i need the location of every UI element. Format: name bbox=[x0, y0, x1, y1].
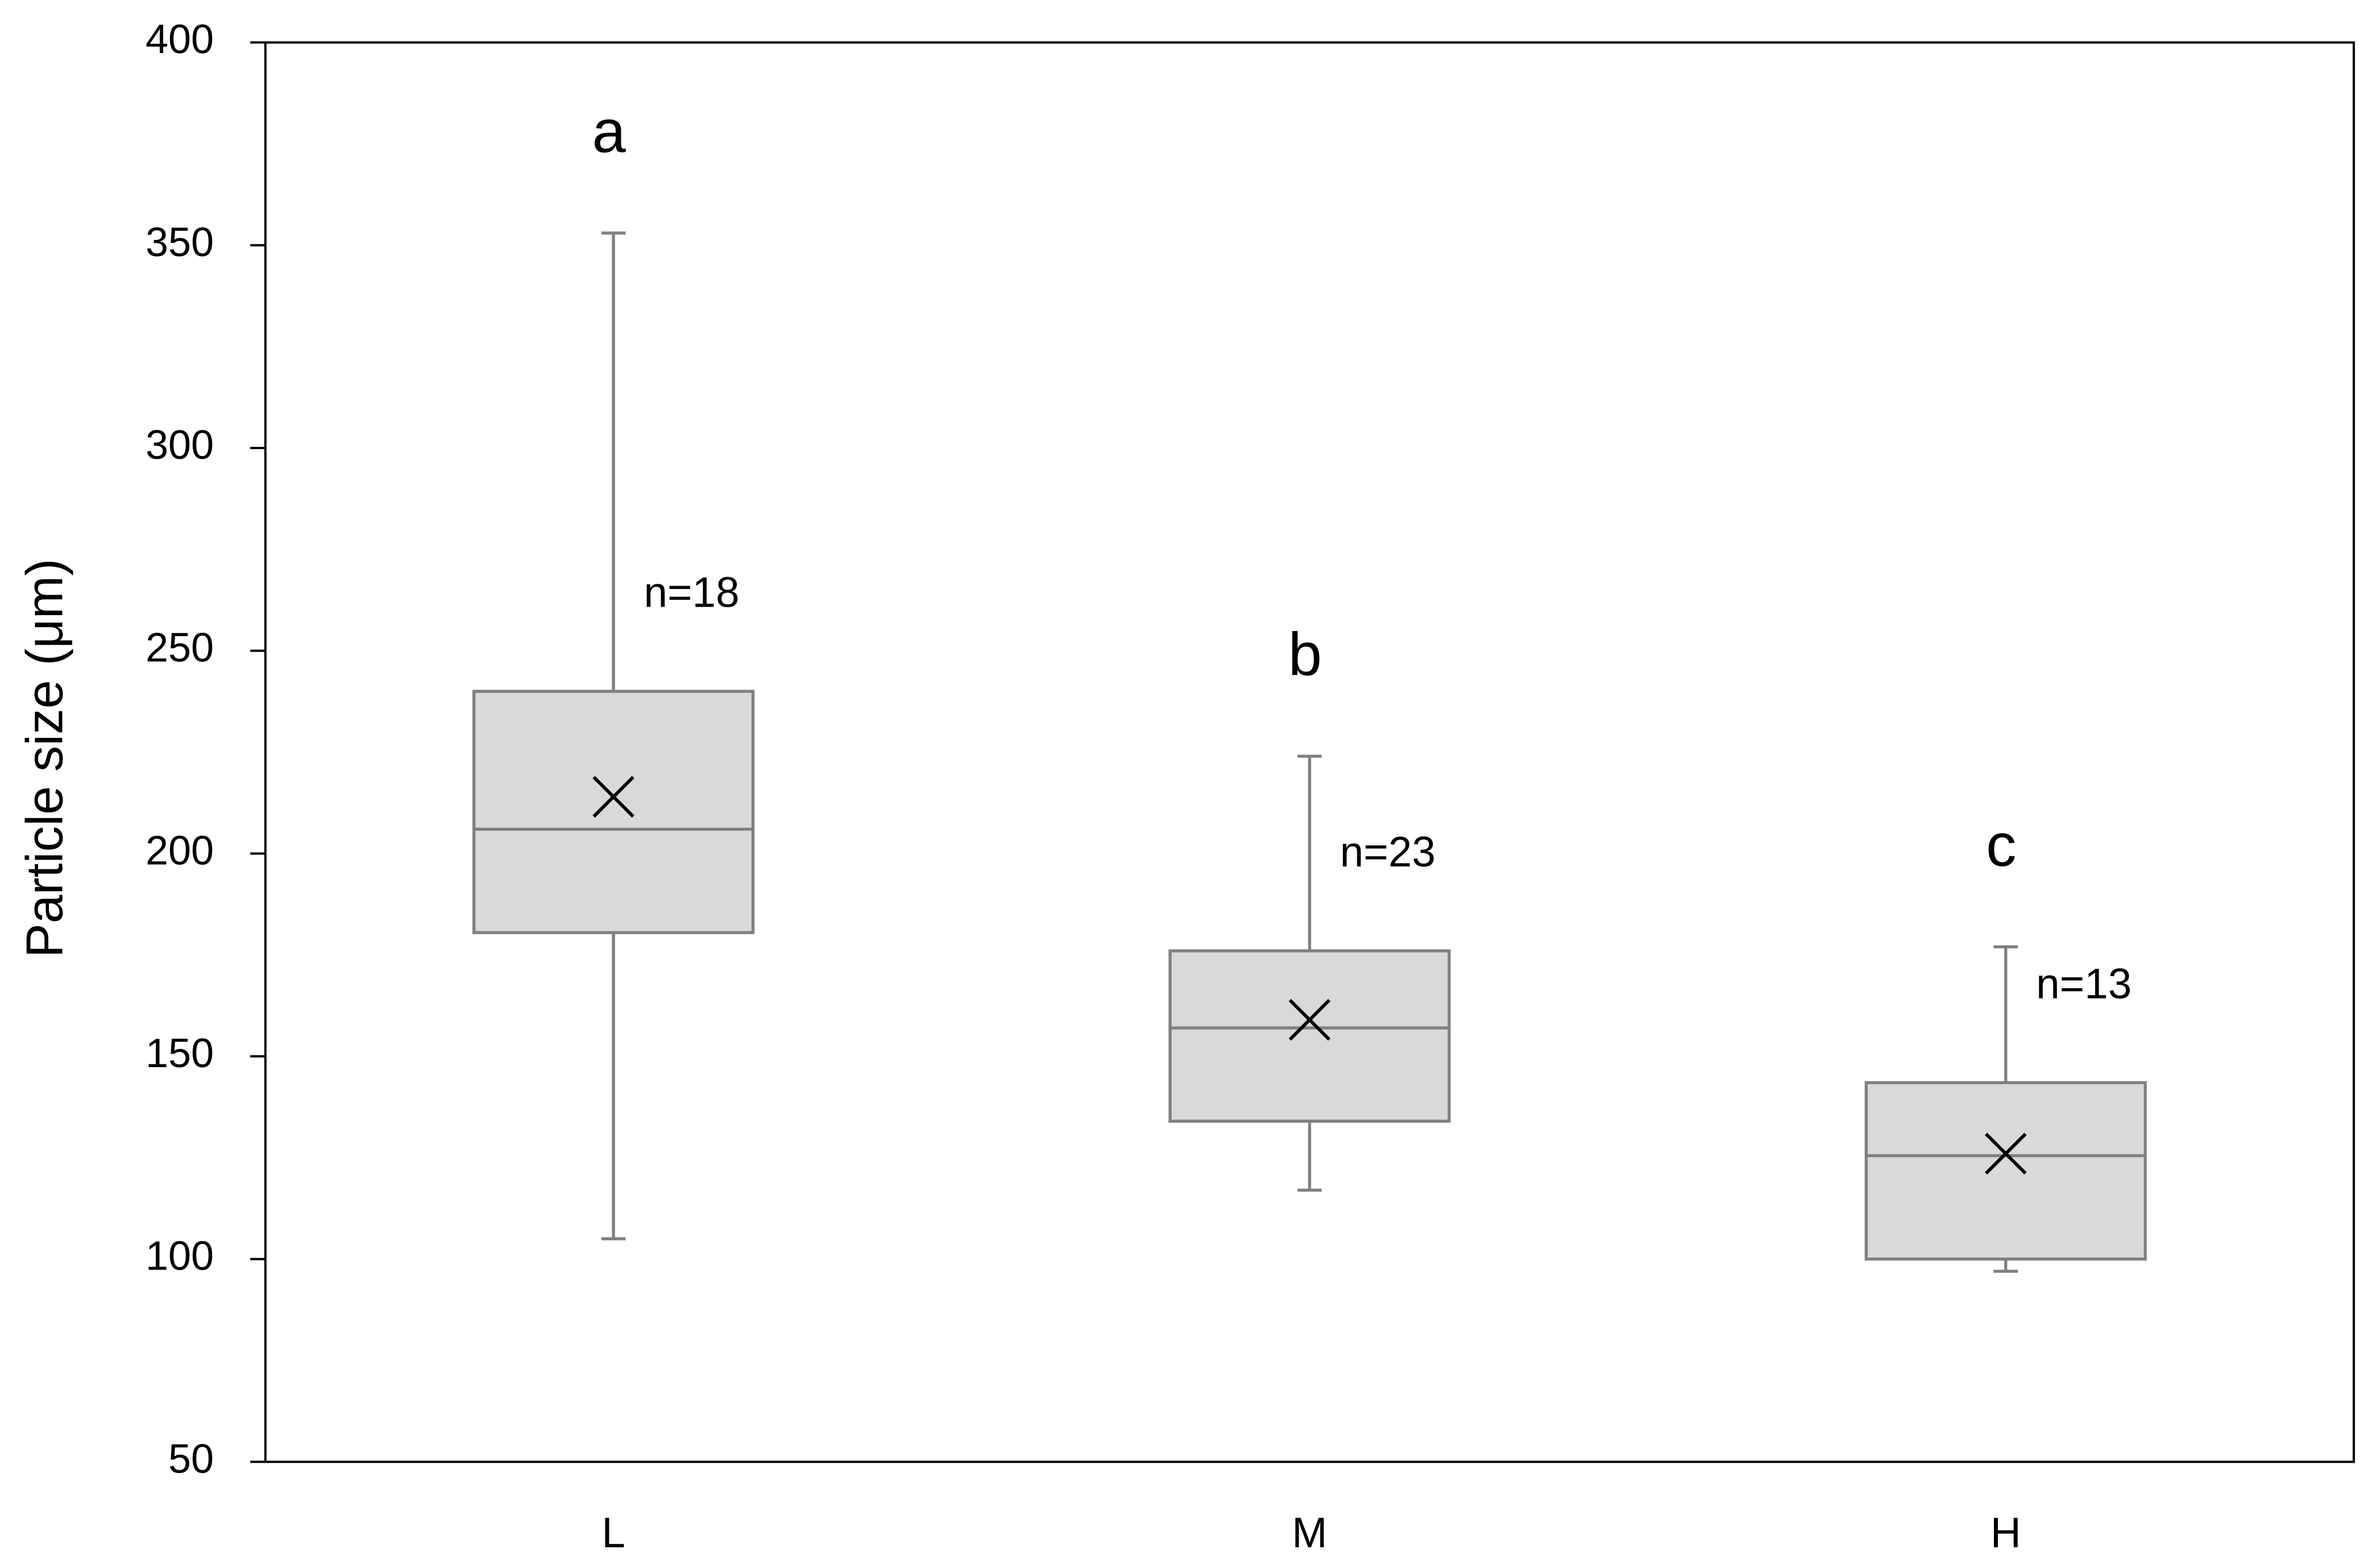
mean-marker bbox=[1985, 1133, 2027, 1175]
mean-marker bbox=[592, 775, 635, 818]
n-label: n=23 bbox=[1340, 828, 1436, 876]
y-tick-label: 200 bbox=[146, 828, 214, 873]
y-tick-label: 150 bbox=[146, 1031, 214, 1076]
group-letter: a bbox=[592, 97, 626, 165]
y-tick-label: 350 bbox=[146, 219, 214, 265]
x-tick-label: L bbox=[602, 1509, 625, 1557]
y-tick-label: 250 bbox=[146, 625, 214, 671]
plot-frame bbox=[264, 41, 2355, 1463]
x-tick-label: H bbox=[1991, 1509, 2021, 1557]
n-label: n=13 bbox=[2036, 960, 2132, 1007]
group-letter: c bbox=[1986, 811, 2016, 879]
y-tick-label: 100 bbox=[146, 1234, 214, 1279]
n-label: n=18 bbox=[644, 569, 739, 616]
group-letter: b bbox=[1288, 620, 1322, 688]
y-axis-label: Particle size (μm) bbox=[16, 559, 73, 958]
box bbox=[472, 690, 755, 935]
y-tick-label: 400 bbox=[146, 17, 214, 63]
mean-marker bbox=[1288, 999, 1331, 1041]
y-tick-label: 300 bbox=[146, 422, 214, 468]
box bbox=[1168, 949, 1451, 1123]
y-tick-label: 50 bbox=[168, 1436, 214, 1482]
x-tick-label: M bbox=[1292, 1509, 1327, 1557]
box bbox=[1864, 1081, 2147, 1261]
